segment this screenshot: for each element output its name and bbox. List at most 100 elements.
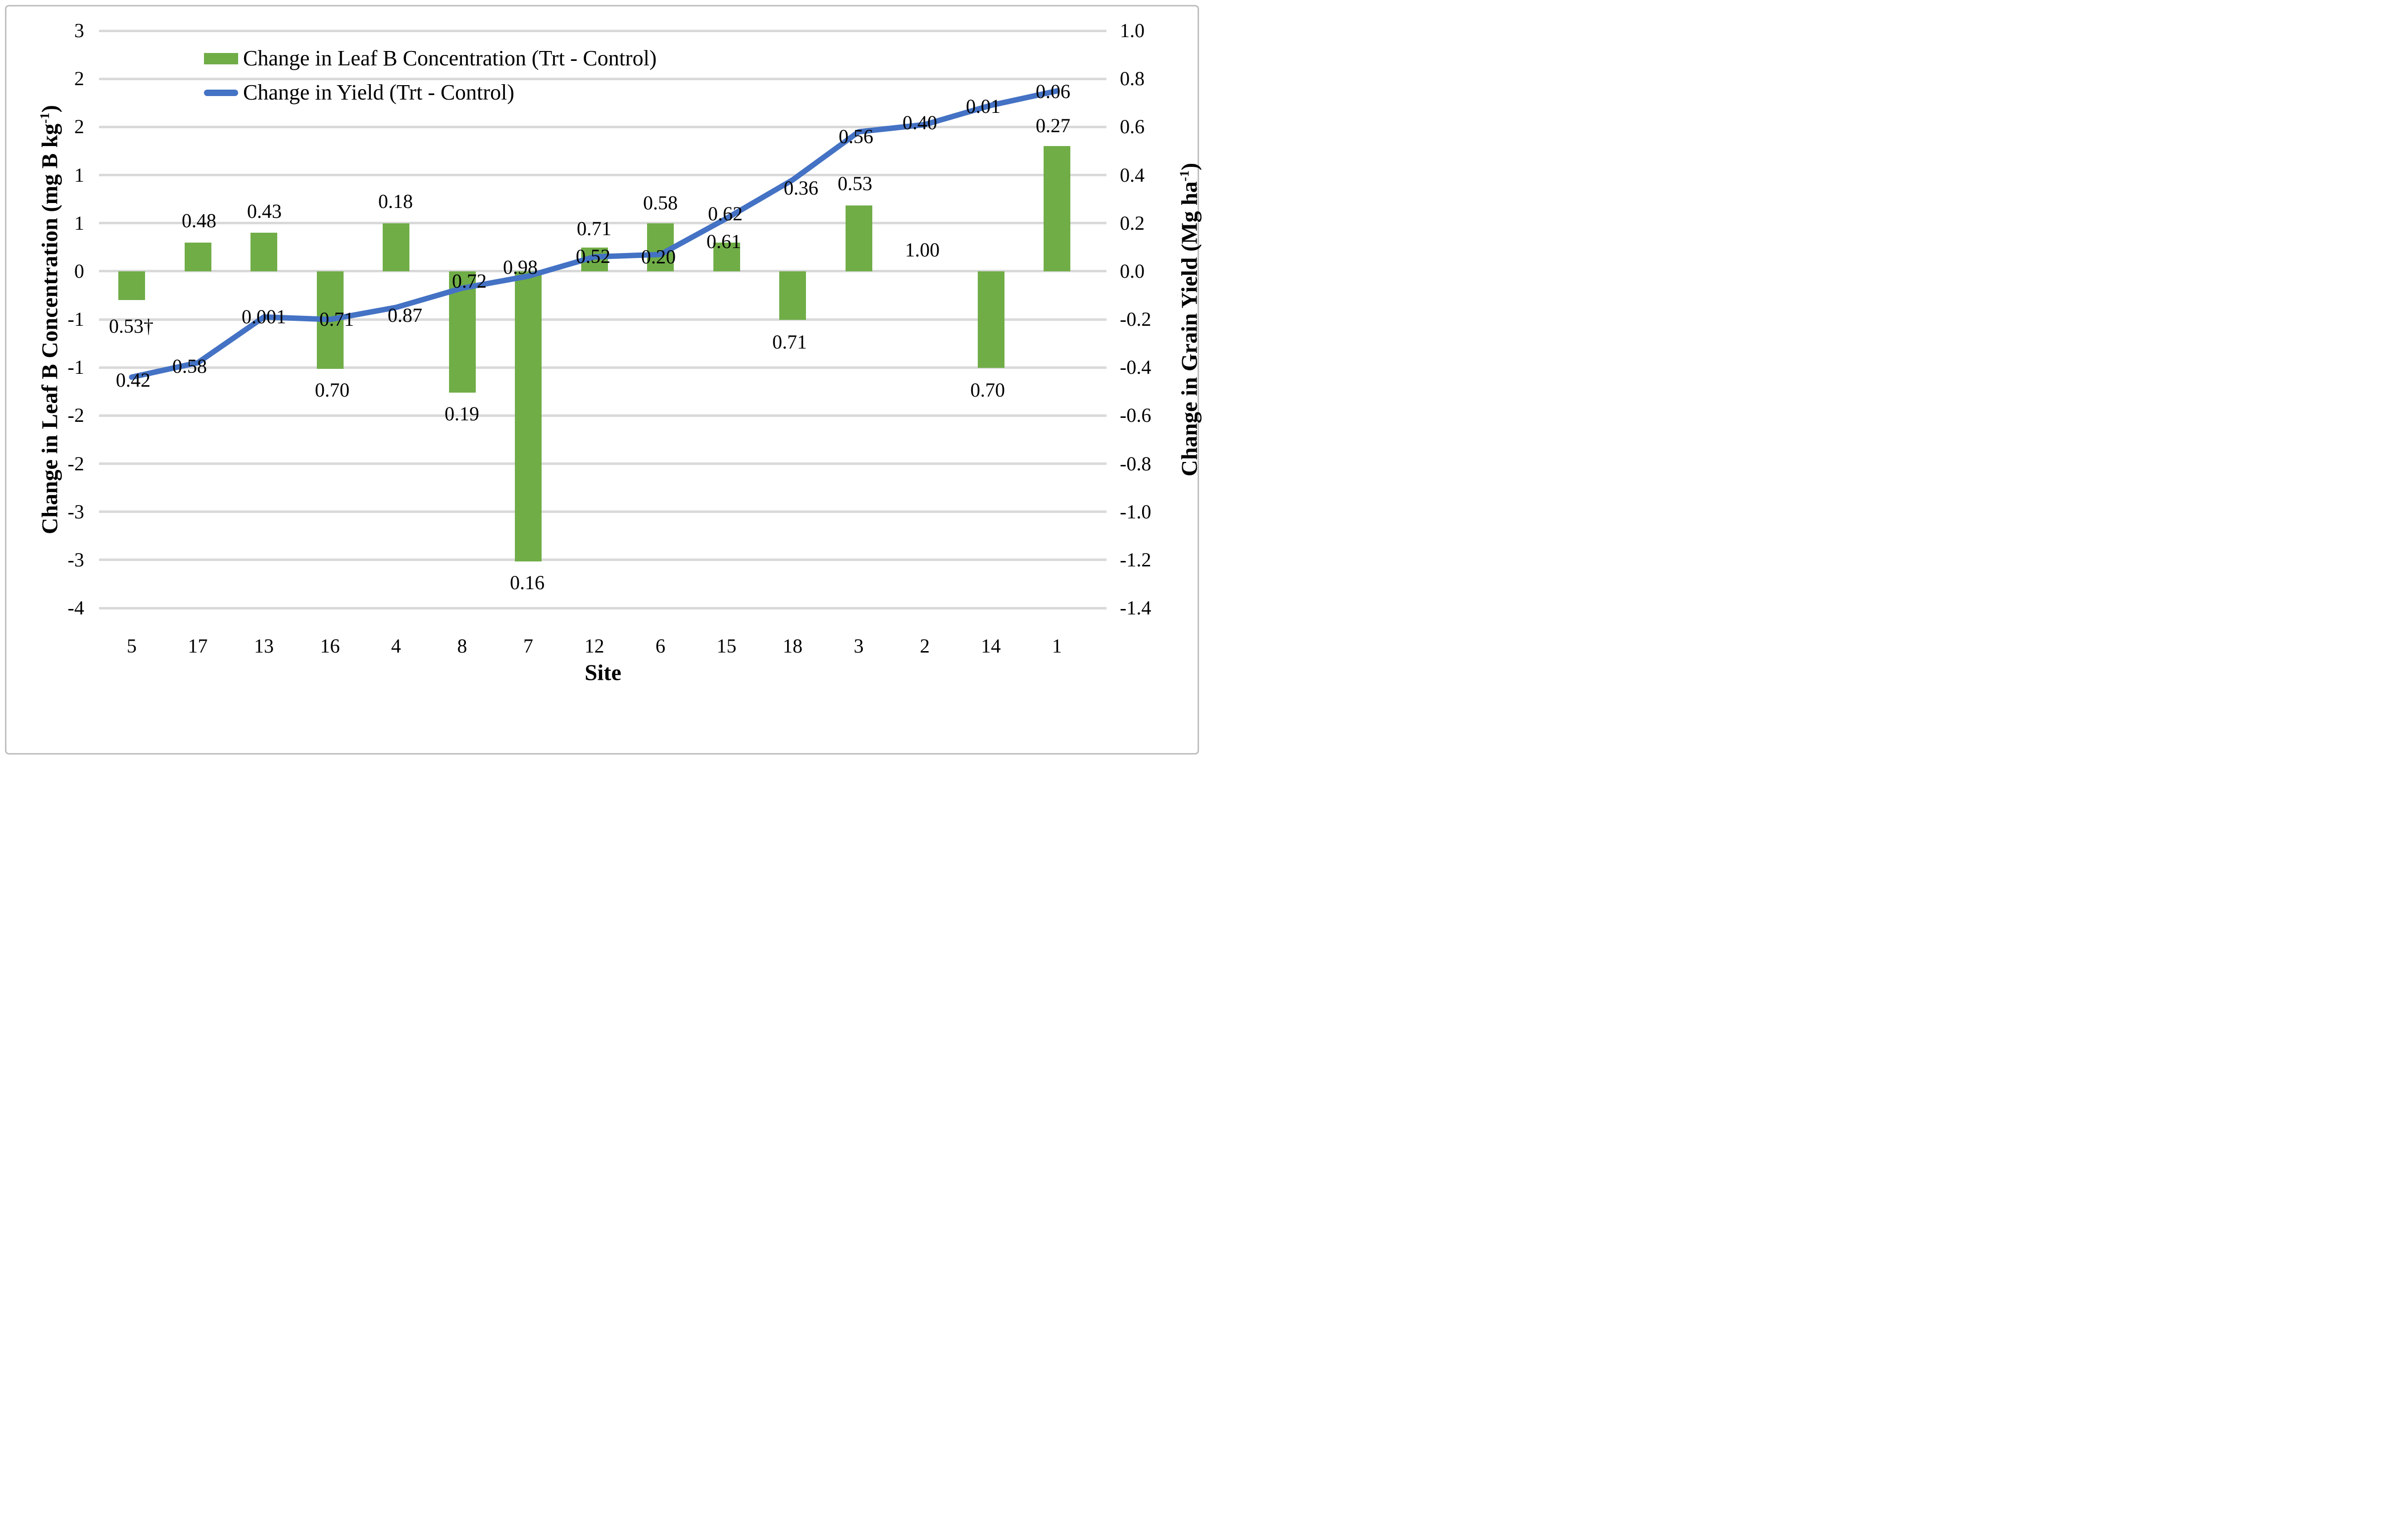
legend-item-yield: Change in Yield (Trt - Control) — [204, 81, 514, 104]
bar-label-site-12: 0.71 — [577, 217, 611, 240]
gridline — [99, 222, 1106, 225]
right-axis-tick: -0.8 — [1120, 452, 1152, 475]
left-axis-tick: 3 — [74, 19, 84, 42]
gridline — [99, 366, 1106, 369]
bar-label-site-14: 0.70 — [970, 379, 1005, 401]
bar-site-14 — [977, 271, 1004, 368]
line-label-site-18: 0.36 — [784, 177, 818, 199]
gridline — [99, 77, 1106, 80]
right-axis-tick: -0.2 — [1120, 308, 1152, 330]
line-label-site-2: 0.40 — [903, 111, 937, 134]
right-axis-tick: 0.6 — [1120, 115, 1145, 138]
bar-label-site-6: 0.58 — [643, 192, 678, 214]
left-axis-tick: 2 — [74, 67, 84, 90]
left-axis-tick: 1 — [74, 211, 84, 234]
right-axis-tick: -1.0 — [1120, 500, 1152, 523]
x-tick-site-16: 16 — [320, 635, 340, 657]
left-axis-tick: -4 — [67, 597, 84, 619]
bar-label-site-16: 0.70 — [315, 379, 350, 401]
bar-site-1 — [1044, 146, 1070, 271]
legend-label-yield: Change in Yield (Trt - Control) — [243, 80, 514, 104]
bar-label-site-1: 0.27 — [1036, 114, 1070, 137]
x-tick-site-1: 1 — [1052, 635, 1062, 657]
right-axis-tick: 0.8 — [1120, 67, 1145, 90]
right-axis-tick: -1.4 — [1120, 597, 1152, 619]
legend-label-leaf-b: Change in Leaf B Concentration (Trt - Co… — [243, 46, 657, 70]
legend-bar-swatch-icon — [204, 52, 238, 64]
x-tick-site-17: 17 — [188, 635, 208, 657]
bar-site-13 — [251, 232, 277, 271]
x-tick-site-18: 18 — [783, 635, 803, 657]
gridline — [99, 558, 1106, 561]
bar-label-site-18: 0.71 — [772, 331, 807, 353]
bar-site-15 — [713, 242, 740, 271]
left-axis-tick: -2 — [67, 404, 84, 427]
x-tick-site-6: 6 — [655, 635, 665, 657]
x-tick-site-2: 2 — [920, 635, 930, 657]
bar-label-site-5: 0.53† — [109, 315, 153, 337]
line-label-site-13: 0.001 — [242, 305, 286, 328]
line-label-site-4: 0.87 — [388, 304, 422, 326]
left-axis-tick: 2 — [74, 115, 84, 138]
bar-label-site-17: 0.48 — [182, 209, 216, 232]
line-label-site-5: 0.42 — [116, 369, 150, 391]
gridline — [99, 318, 1106, 321]
left-axis-tick: -2 — [67, 452, 84, 475]
left-axis-title-sup: -1 — [37, 112, 52, 124]
line-label-site-8: 0.72 — [452, 270, 487, 292]
bar-label-site-7: 0.16 — [510, 571, 545, 594]
bar-site-18 — [779, 271, 806, 320]
bar-label-site-4: 0.18 — [378, 190, 413, 212]
right-axis-tick: 0.2 — [1120, 211, 1145, 234]
x-tick-site-4: 4 — [391, 635, 401, 657]
left-axis-title-text: Change in Leaf B Concentration (mg B kg — [37, 123, 62, 534]
left-axis-tick: 1 — [74, 163, 84, 186]
gridline — [99, 29, 1106, 32]
gridline — [99, 462, 1106, 465]
right-axis-title-close: ) — [1176, 162, 1202, 171]
line-label-site-1: 0.06 — [1036, 80, 1070, 102]
x-tick-site-5: 5 — [127, 635, 137, 657]
gridline — [99, 510, 1106, 513]
gridline — [99, 125, 1106, 128]
left-axis-tick: 0 — [74, 259, 84, 282]
bar-site-3 — [845, 205, 872, 271]
gridline — [99, 607, 1106, 609]
right-axis-tick: 1.0 — [1120, 19, 1145, 42]
x-tick-site-3: 3 — [853, 635, 864, 657]
bar-label-site-15: 0.61 — [706, 230, 741, 253]
bar-label-site-13: 0.43 — [247, 200, 282, 222]
gridline — [99, 174, 1106, 176]
bar-site-7 — [515, 271, 542, 562]
right-axis-title-sup: -1 — [1177, 170, 1192, 182]
line-label-site-16: 0.71 — [319, 308, 354, 330]
legend-line-swatch-icon — [204, 89, 238, 96]
right-axis-tick: -0.4 — [1120, 356, 1152, 379]
x-tick-site-13: 13 — [254, 635, 274, 657]
right-axis-tick: -0.6 — [1120, 404, 1152, 427]
line-label-site-12: 0.52 — [576, 245, 610, 267]
yield-line-layer — [129, 88, 1060, 380]
bar-site-5 — [118, 271, 145, 301]
x-axis-title: Site — [584, 659, 622, 685]
left-axis-tick: -1 — [67, 356, 84, 379]
x-tick-site-14: 14 — [981, 635, 1001, 657]
line-label-site-3: 0.56 — [839, 125, 873, 148]
line-label-site-17: 0.58 — [172, 355, 207, 377]
x-tick-site-15: 15 — [716, 635, 737, 657]
bar-site-17 — [184, 242, 211, 271]
legend-item-leaf-b: Change in Leaf B Concentration (Trt - Co… — [204, 47, 656, 70]
bar-label-site-8: 0.19 — [445, 403, 479, 425]
yield-line — [129, 88, 1060, 380]
right-axis-tick: -1.2 — [1120, 548, 1152, 571]
left-axis-title: Change in Leaf B Concentration (mg B kg-… — [37, 0, 63, 642]
bar-label-site-2: 1.00 — [905, 239, 940, 261]
x-tick-site-12: 12 — [584, 635, 604, 657]
left-axis-title-close: ) — [37, 105, 62, 113]
chart-figure: 0.53† 0.48 0.43 0.70 0.18 0.19 0.16 0.71 0.58 0.6… — [0, 0, 1204, 760]
right-axis-tick: 0.4 — [1120, 163, 1145, 186]
line-label-site-6: 0.20 — [641, 246, 676, 268]
x-tick-site-8: 8 — [457, 635, 467, 657]
bar-site-4 — [383, 223, 409, 271]
line-label-site-15: 0.62 — [708, 203, 743, 225]
